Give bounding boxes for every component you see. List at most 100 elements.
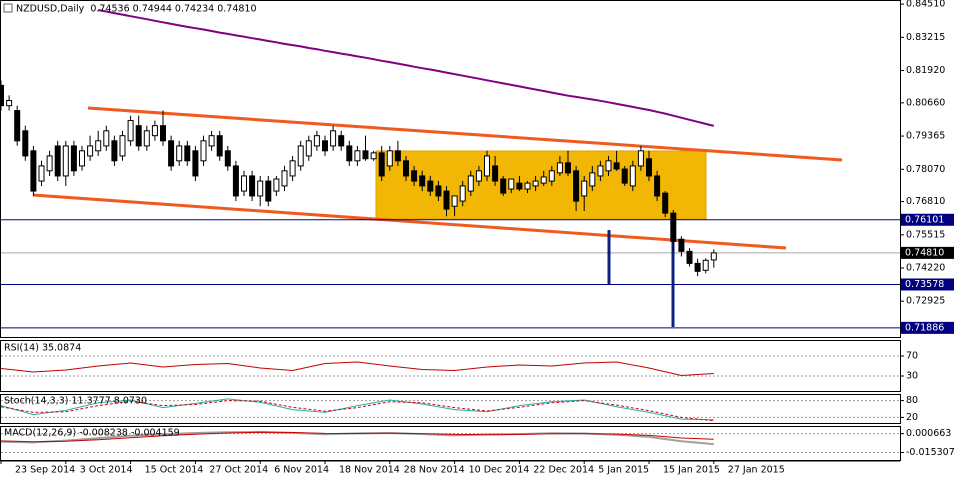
candle-body [176, 145, 183, 162]
candle-body [500, 178, 507, 194]
candle-body [143, 130, 150, 147]
x-tick-label: 22 Dec 2014 [533, 465, 594, 476]
candle-body [403, 160, 409, 177]
candle-body [605, 160, 612, 172]
candle-body [160, 125, 166, 142]
x-tick-label: 3 Oct 2014 [80, 465, 133, 476]
candle-body [484, 155, 490, 177]
indicator-line [0, 398, 714, 421]
candle-body [589, 172, 596, 187]
candle-body [662, 192, 669, 214]
x-tick-label: 10 Dec 2014 [469, 465, 530, 476]
x-tick-label: 5 Jan 2015 [598, 465, 649, 476]
candle-body [492, 165, 499, 182]
candle-body [573, 170, 580, 202]
level-label-box [901, 321, 954, 334]
candle-body [654, 175, 661, 197]
x-tick-label: 15 Oct 2014 [145, 465, 204, 476]
candle-body [475, 170, 482, 182]
candle-body [62, 145, 69, 177]
candle-body [411, 170, 418, 182]
level-label-box [901, 213, 954, 226]
candle-body [257, 180, 264, 197]
y-tick-label: 0.78070 [906, 164, 945, 175]
candle-body [273, 178, 280, 192]
marks [0, 9, 900, 453]
y-tick-label: 0.83215 [906, 32, 945, 43]
candle-body [646, 158, 652, 177]
candle-body [354, 150, 361, 162]
candle-body [702, 259, 709, 271]
x-tick-label: 6 Nov 2014 [274, 465, 329, 476]
candle-body [265, 180, 272, 202]
candle-body [297, 145, 304, 167]
candle-body [119, 135, 126, 157]
candle-body [370, 152, 377, 160]
indicator-line [0, 431, 714, 443]
level-label: 0.76101 [905, 214, 944, 225]
candle-body [694, 262, 701, 272]
candle-body [467, 175, 474, 192]
candle-body [208, 135, 215, 147]
candle-body [419, 175, 426, 187]
candle-body [79, 150, 85, 167]
candle-body [565, 162, 571, 174]
candle-body [378, 152, 385, 177]
y-tick-label: -0.015307 [906, 447, 954, 458]
candle-body [241, 175, 247, 192]
level-label: 0.74810 [905, 247, 944, 258]
candle-body [30, 150, 37, 192]
candle-body [127, 120, 134, 142]
candle-body [613, 162, 620, 170]
level-label-box [901, 278, 954, 291]
candle-body [184, 145, 191, 162]
candle-body [362, 150, 369, 160]
candle-body [532, 180, 539, 187]
candle-body [346, 145, 353, 162]
y-tick-label: 0.80660 [906, 97, 945, 108]
candle-body [686, 250, 693, 264]
y-tick-label: 70 [906, 351, 918, 362]
candle-body [516, 182, 523, 190]
candle-body [54, 145, 61, 177]
y-tick-label: 0.000663 [906, 428, 951, 439]
x-tick-label: 27 Jan 2015 [728, 465, 785, 476]
y-tick-label: 0.84510 [906, 0, 945, 10]
candle-body [710, 252, 717, 261]
candle-body [435, 185, 442, 197]
candle-body [14, 110, 21, 142]
y-tick-label: 20 [906, 412, 918, 423]
candle-body [216, 135, 223, 157]
candle-body [670, 212, 677, 242]
y-tick-label: 30 [906, 371, 918, 382]
candle-body [192, 150, 199, 177]
candle-body [305, 140, 312, 157]
candle-body [200, 140, 207, 162]
candle-body [313, 135, 320, 147]
candle-body [443, 190, 450, 210]
x-tick-label: 23 Sep 2014 [15, 465, 75, 476]
candle-body [70, 145, 77, 172]
candle-body [556, 162, 563, 174]
x-tick-label: 27 Oct 2014 [209, 465, 268, 476]
stoch-pane [0, 394, 901, 424]
y-tick-label: 0.75515 [906, 229, 945, 240]
candle-body [508, 178, 515, 190]
candle-body [22, 130, 29, 157]
candle-body [621, 168, 628, 184]
candle-body [6, 100, 13, 107]
candle-body [87, 145, 94, 157]
level-label: 0.73578 [905, 279, 944, 290]
x-tick-label: 28 Nov 2014 [404, 465, 465, 476]
candle-body [548, 170, 555, 182]
candle-body [338, 135, 345, 147]
pane-title: MACD(12,26,9) -0.008238 -0.004159 [4, 428, 180, 439]
candle-body [322, 140, 328, 152]
chart-title: NZDUSD,Daily 0.74536 0.74944 0.74234 0.7… [16, 4, 257, 15]
candle-body [459, 185, 466, 202]
candle-body [224, 150, 231, 167]
candle-body [540, 176, 547, 184]
